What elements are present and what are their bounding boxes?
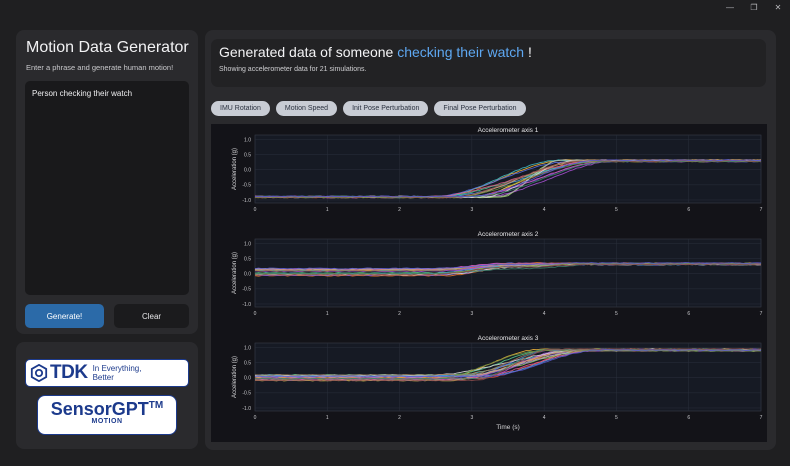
result-subtitle: Showing accelerometer data for 21 simula… [219,66,367,73]
sensorgpt-sub: MOTION [91,418,123,425]
series-line [254,160,761,198]
sensorgpt-name: SensorGPT [50,399,149,419]
x-tick-label: 0 [254,207,257,213]
plot-area [254,134,762,204]
x-axis-label: Time (s) [496,424,520,431]
x-tick-label: 3 [470,311,473,317]
tab-init-pose-perturbation[interactable]: Init Pose Perturbation [343,101,429,116]
result-title: Generated data of someone checking their… [219,44,532,60]
tab-motion-speed[interactable]: Motion Speed [275,101,338,116]
x-tick-label: 5 [615,415,618,421]
tdk-emblem-icon [30,364,48,382]
x-tick-label: 4 [543,311,546,317]
series-line [254,263,762,276]
x-tick-label: 7 [760,415,763,421]
x-tick-label: 5 [615,311,618,317]
x-tick-label: 4 [543,207,546,213]
x-tick-label: 2 [398,311,401,317]
y-tick-label: 0.0 [244,272,251,278]
x-tick-label: 1 [326,311,329,317]
logo-panel: TDK In Everything, Better SensorGPTTM MO… [16,342,198,449]
result-title-prefix: Generated data of someone [219,44,398,60]
tdk-logo: TDK In Everything, Better [25,359,189,387]
result-title-highlight: checking their watch [397,44,525,60]
chart-title: Accelerometer axis 3 [478,335,539,342]
x-tick-label: 6 [687,207,690,213]
tdk-tagline-line2: Better [92,373,114,382]
y-tick-label: -1.0 [242,302,251,308]
y-tick-label: -0.5 [242,287,251,293]
restore-icon[interactable]: ❐ [750,2,758,12]
tdk-tagline-line1: In Everything, [92,364,142,373]
y-tick-label: -1.0 [242,198,251,204]
series-line [254,159,762,198]
y-tick-label: 0.0 [244,376,251,382]
sidebar: Motion Data Generator Enter a phrase and… [16,30,198,334]
y-tick-label: 1.0 [244,137,251,143]
series-line [254,348,762,382]
tdk-tagline: In Everything, Better [93,364,142,382]
tdk-wordmark: TDK [50,362,88,383]
y-tick-label: -1.0 [242,406,251,412]
sensorgpt-logo: SensorGPTTM MOTION [37,395,177,435]
x-tick-label: 6 [687,311,690,317]
series-line [254,349,762,378]
y-tick-label: 0.5 [244,360,251,366]
x-tick-label: 6 [687,415,690,421]
y-tick-label: 0.5 [244,256,251,262]
x-tick-label: 0 [254,415,257,421]
y-tick-label: 0.5 [244,152,251,158]
close-icon[interactable]: ✕ [774,2,782,12]
series-line [254,348,762,380]
chart-title: Accelerometer axis 2 [478,231,539,238]
generate-button[interactable]: Generate! [25,304,104,328]
x-tick-label: 0 [254,311,257,317]
x-tick-label: 1 [326,207,329,213]
x-tick-label: 4 [543,415,546,421]
app-title: Motion Data Generator [26,39,189,56]
chart-title: Accelerometer axis 1 [478,127,539,134]
main-panel: Generated data of someone checking their… [205,30,776,450]
y-axis-label: Acceleration (g) [232,356,238,398]
minimize-icon[interactable]: — [726,2,734,12]
tab-imu-rotation[interactable]: IMU Rotation [211,101,270,116]
y-tick-label: 1.0 [244,345,251,351]
series-line [254,262,762,270]
y-axis-label: Acceleration (g) [232,148,238,190]
result-title-suffix: ! [524,44,532,60]
x-tick-label: 7 [760,207,763,213]
tab-final-pose-perturbation[interactable]: Final Pose Perturbation [434,101,526,116]
x-tick-label: 5 [615,207,618,213]
x-tick-label: 3 [470,415,473,421]
y-axis-label: Acceleration (g) [232,252,238,294]
clear-button[interactable]: Clear [114,304,189,328]
x-tick-label: 3 [470,207,473,213]
window-controls: — ❐ ✕ [718,0,790,14]
x-tick-label: 2 [398,415,401,421]
x-tick-label: 1 [326,415,329,421]
x-tick-label: 7 [760,311,763,317]
x-tick-label: 2 [398,207,401,213]
result-header: Generated data of someone checking their… [211,39,766,87]
app-subtitle: Enter a phrase and generate human motion… [26,63,174,72]
y-tick-label: -0.5 [242,183,251,189]
accelerometer-chart: 0 1 2 3 4 5 6 7 1.0 0.5 0.0 -0.5 -1.0 Accelerometer a… [232,127,763,431]
y-tick-label: -0.5 [242,391,251,397]
phrase-input[interactable]: Person checking their watch [25,81,189,295]
variation-tabs: IMU Rotation Motion Speed Init Pose Pert… [211,101,526,116]
sensorgpt-tm: TM [148,400,164,411]
y-tick-label: 0.0 [244,168,251,174]
sensorgpt-wordmark: SensorGPTTM [38,399,176,419]
y-tick-label: 1.0 [244,241,251,247]
accelerometer-plots: 0 1 2 3 4 5 6 7 1.0 0.5 0.0 -0.5 -1.0 Accelerometer a… [211,124,767,442]
